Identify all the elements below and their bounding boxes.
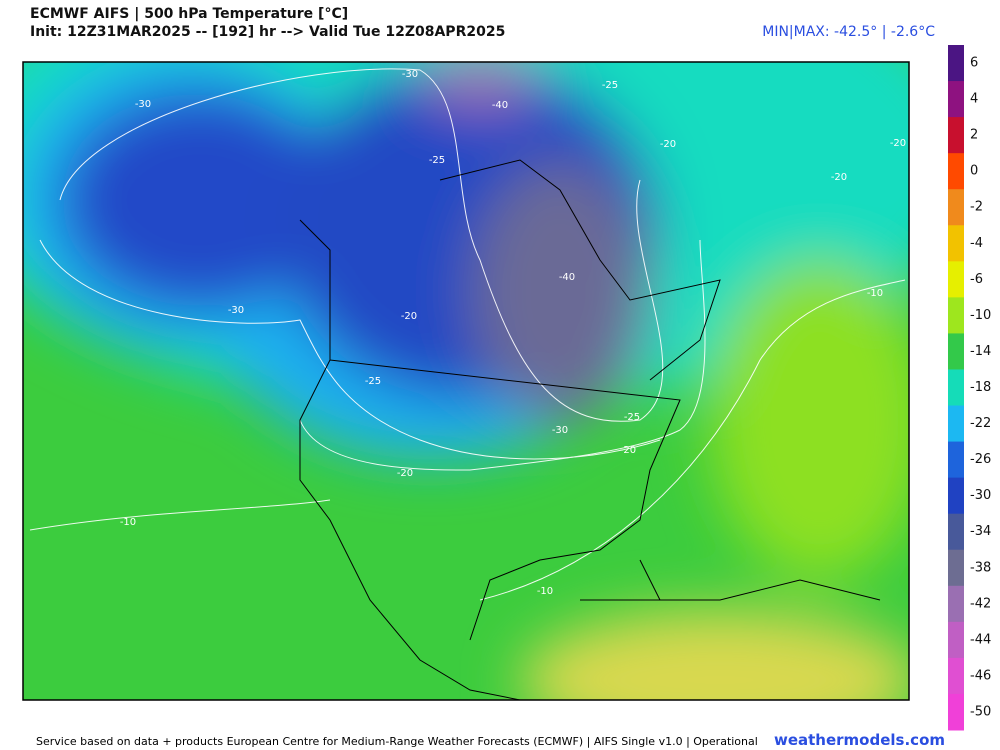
colorbar-band (948, 225, 964, 262)
colorbar-band (948, 405, 964, 443)
contour-label: -30 (228, 305, 244, 316)
subtitle: Init: 12Z31MAR2025 -- [192] hr --> Valid… (30, 24, 505, 40)
colorbar-label: -26 (970, 452, 991, 467)
contour-label: -40 (559, 272, 575, 283)
colorbar-label: -18 (970, 380, 991, 395)
colorbar-band (948, 297, 964, 334)
contour-label: -20 (397, 468, 413, 479)
colorbar-label: -46 (970, 668, 991, 683)
colorbar-band (948, 549, 964, 587)
colorbar-band (948, 261, 964, 298)
credit: Service based on data + products Europea… (36, 735, 758, 748)
colorbar-band (948, 693, 964, 731)
colorbar-label: -22 (970, 416, 991, 431)
colorbar-label: -34 (970, 524, 991, 539)
colorbar-label: -30 (970, 488, 991, 503)
min-max: MIN|MAX: -42.5° | -2.6°C (762, 24, 935, 40)
colorbar-band (948, 477, 964, 515)
colorbar-label: -38 (970, 560, 991, 575)
colorbar-band (948, 117, 964, 154)
colorbar-label: -4 (970, 236, 983, 251)
site: weathermodels.com (774, 731, 945, 749)
colorbar-label: 4 (970, 92, 978, 107)
colorbar-label: -2 (970, 200, 983, 215)
contour-label: -20 (660, 139, 676, 150)
colorbar-band (948, 585, 964, 623)
colorbar-label: -10 (970, 308, 991, 323)
colorbar-band (948, 621, 964, 659)
colorbar-band (948, 513, 964, 551)
colorbar-label: -14 (970, 344, 991, 359)
contour-label: -20 (831, 172, 847, 183)
colorbar-label: 2 (970, 128, 978, 143)
colorbar-label: 6 (970, 56, 978, 71)
colorbar-label: -44 (970, 632, 991, 647)
colorbar-label: -50 (970, 704, 991, 719)
colorbar-band (948, 369, 964, 407)
contour-label: -40 (492, 100, 508, 111)
colorbar-band (948, 657, 964, 695)
contour-label: -20 (890, 138, 906, 149)
colorbar-label: -6 (970, 272, 983, 287)
colorbar-label: -42 (970, 596, 991, 611)
contour-label: -30 (552, 425, 568, 436)
contour-label: -25 (602, 80, 618, 91)
contour-label: -20 (620, 445, 636, 456)
contour-label: -25 (429, 155, 445, 166)
map-frame (22, 61, 910, 701)
colorbar-band (948, 333, 964, 370)
contour-label: -25 (624, 412, 640, 423)
colorbar-band (948, 441, 964, 479)
colorbar-band (948, 45, 964, 82)
contour-label: -30 (402, 69, 418, 80)
contour-label: -10 (537, 586, 553, 597)
colorbar-band (948, 81, 964, 118)
contour-label: -10 (867, 288, 883, 299)
colorbar-band (948, 189, 964, 226)
contour-label: -20 (401, 311, 417, 322)
contour-label: -25 (365, 376, 381, 387)
colorbar-band (948, 153, 964, 190)
contour-label: -30 (135, 99, 151, 110)
colorbar-label: 0 (970, 164, 978, 179)
title: ECMWF AIFS | 500 hPa Temperature [°C] (30, 6, 348, 22)
contour-label: -10 (120, 517, 136, 528)
